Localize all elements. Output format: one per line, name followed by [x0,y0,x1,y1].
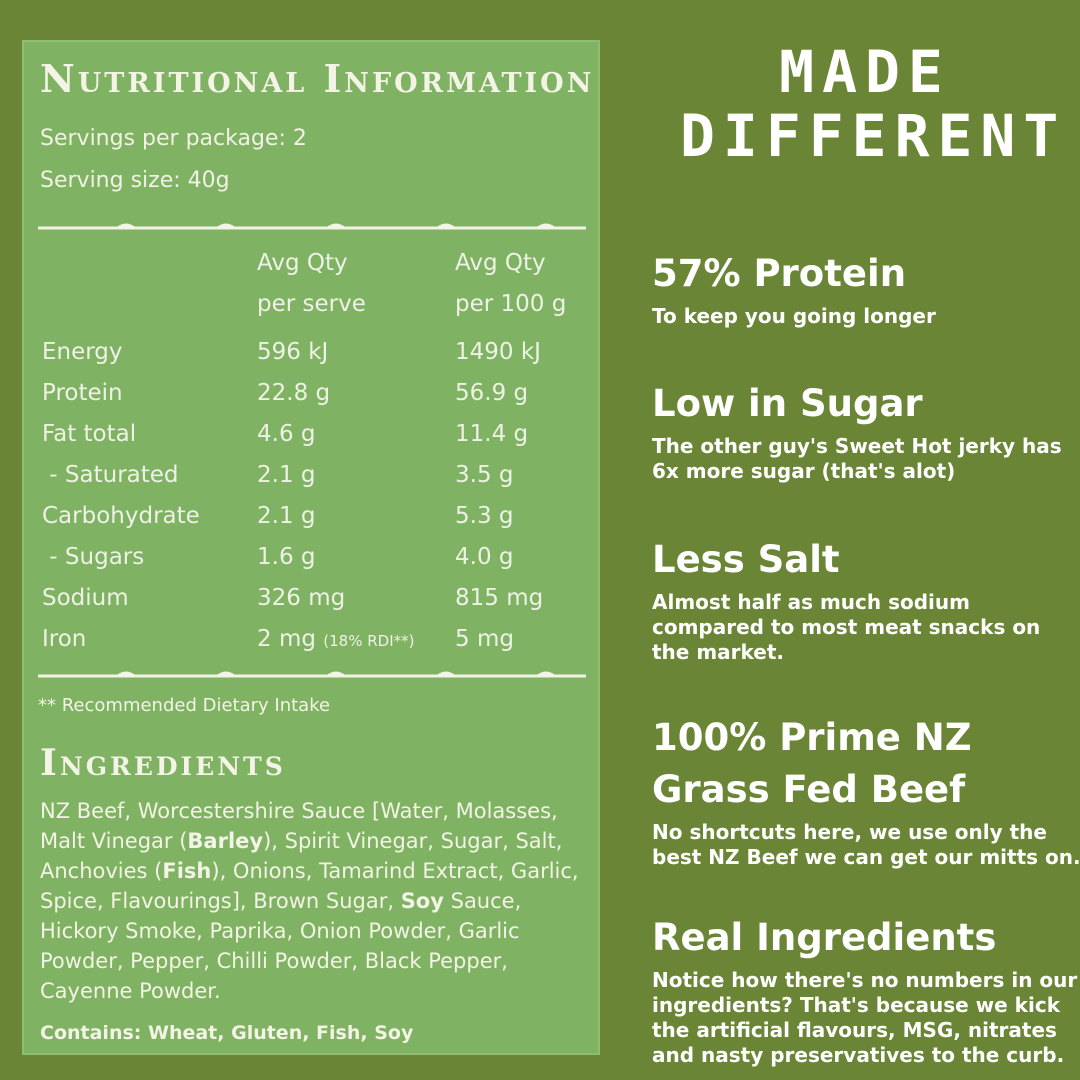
nutrient-value: 2 mg (18% RDI**) [257,626,415,652]
feature: Less Salt Almost half as much sodium comp… [652,534,1080,665]
nutrient-name: Energy [42,339,123,365]
feature: 57% Protein To keep you going longer [652,248,1080,329]
headline: MADE DIFFERENT [680,38,1067,170]
nutrient-value: 815 mg [455,585,544,611]
ingredient-text: ), Spirit Vinegar, Sugar, Salt, Anchovie… [40,829,563,883]
servings: Servings per package: 2 [40,126,307,151]
column-header: Avg Qty [257,250,348,276]
feature-heading: 100% Prime NZ Grass Fed Beef [652,716,972,811]
allergen: Soy [400,889,444,913]
feature-heading: Real Ingredients [652,916,997,959]
nutrient-name: - Saturated [42,462,179,488]
allergens: Contains: Wheat, Gluten, Fish, Soy [40,1022,414,1044]
feature-text: The other guy's Sweet Hot jerky has 6x m… [652,434,1062,483]
nutrient-name: Protein [42,380,123,406]
feature: Real Ingredients Notice how there's no nu… [652,912,1080,1068]
nutrient-name: Fat total [42,421,137,447]
ingredients-text: NZ Beef, Worcestershire Sauce [Water, Mo… [40,796,588,1006]
nutrition-title: Nutritional Information [40,56,595,101]
divider [38,671,586,678]
rdi-note: (18% RDI**) [323,632,415,650]
feature-text: To keep you going longer [652,304,936,328]
footnote: ** Recommended Dietary Intake [38,695,331,716]
allergen: Fish [162,859,212,883]
nutrient-name: Sodium [42,585,129,611]
nutrient-value: 596 kJ [257,339,329,365]
feature-heading: 57% Protein [652,252,907,295]
ingredient-text: Sauce, Hickory Smoke, Paprika, Onion Pow… [40,889,522,1003]
nutrient-value: 1490 kJ [455,339,541,365]
feature: Low in Sugar The other guy's Sweet Hot je… [652,378,1080,484]
nutrient-value: 4.0 g [455,544,514,570]
feature-heading: Less Salt [652,538,840,581]
feature-text: Almost half as much sodium compared to m… [652,590,1041,664]
nutrient-value: 22.8 g [257,380,331,406]
column-header: Avg Qty [455,250,546,276]
feature-text: Notice how there's no numbers in our ing… [652,968,1078,1067]
nutrient-name: - Sugars [42,544,145,570]
nutrient-value: 326 mg [257,585,346,611]
column-header: per 100 g [455,291,567,317]
nutrient-value: 3.5 g [455,462,514,488]
column-header: per serve [257,291,366,317]
nutrient-value: 5.3 g [455,503,514,529]
divider [38,223,586,230]
serving-size: Serving size: 40g [40,168,230,193]
nutrient-value: 5 mg [455,626,514,652]
ingredients-title: Ingredients [40,742,286,784]
nutrition-panel: Nutritional Information Servings per pac… [22,40,600,1055]
ingredient-text: ), Onions, Tamarind Extract, Garlic, Spi… [40,859,579,913]
feature-text: No shortcuts here, we use only the best … [652,820,1080,869]
nutrient-value: 2.1 g [257,462,316,488]
nutrient-value: 11.4 g [455,421,529,447]
nutrient-value: 1.6 g [257,544,316,570]
feature: 100% Prime NZ Grass Fed Beef No shortcuts… [652,712,1080,870]
nutrient-value: 2.1 g [257,503,316,529]
ingredient-text: NZ Beef, Worcestershire Sauce [Water, Mo… [40,799,558,853]
nutrient-value: 56.9 g [455,380,529,406]
feature-heading: Low in Sugar [652,382,923,425]
nutrient-value: 4.6 g [257,421,316,447]
allergen: Barley [187,829,264,853]
nutrient-name: Carbohydrate [42,503,200,529]
nutrient-name: Iron [42,626,87,652]
